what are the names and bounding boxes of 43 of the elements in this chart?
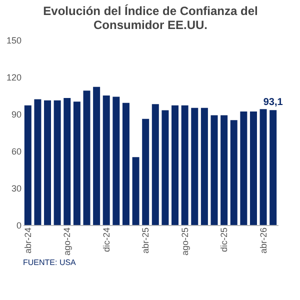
bar	[270, 110, 277, 225]
bar	[152, 104, 159, 225]
x-tick-label: dic-24	[101, 228, 112, 252]
text: Evolución del Índice de Confianza del	[43, 4, 258, 18]
bar	[220, 115, 228, 225]
x-tick-label: abr-26	[258, 228, 268, 254]
bar	[122, 102, 130, 225]
bar	[93, 86, 100, 225]
bar	[132, 157, 140, 225]
bar	[250, 112, 257, 225]
x-tick-label: ago-24	[62, 228, 72, 256]
y-tick-label: 120	[6, 72, 22, 82]
y-tick-label: 0	[16, 220, 22, 230]
bar	[83, 90, 90, 225]
x-tick-label: dic-25	[219, 228, 230, 252]
x-tick-label: abr-25	[140, 228, 151, 254]
y-tick-label: 90	[11, 110, 22, 120]
bar	[24, 105, 32, 225]
bar	[260, 109, 267, 225]
text: Consumidor EE.UU.	[93, 18, 208, 32]
bar	[162, 110, 169, 225]
data-label: 93,1	[263, 97, 284, 108]
bar	[200, 108, 208, 225]
y-tick-label: 150	[6, 36, 22, 46]
bar	[230, 120, 238, 225]
bar	[191, 108, 198, 225]
source-note: FUENTE: USA	[23, 258, 77, 267]
bar	[54, 100, 61, 225]
x-tick-label: ago-25	[180, 228, 190, 256]
x-tick-label: abr-24	[22, 228, 33, 254]
bar	[64, 98, 71, 225]
bar	[210, 115, 218, 225]
bar	[73, 102, 80, 225]
bar	[142, 118, 150, 225]
bar	[102, 96, 110, 225]
bar	[172, 105, 179, 225]
bar	[181, 105, 188, 225]
bar	[112, 96, 120, 225]
bar	[34, 99, 42, 225]
bar	[240, 112, 248, 225]
y-tick-label: 60	[11, 146, 22, 156]
y-tick-label: 30	[11, 184, 22, 194]
bar	[44, 100, 52, 225]
